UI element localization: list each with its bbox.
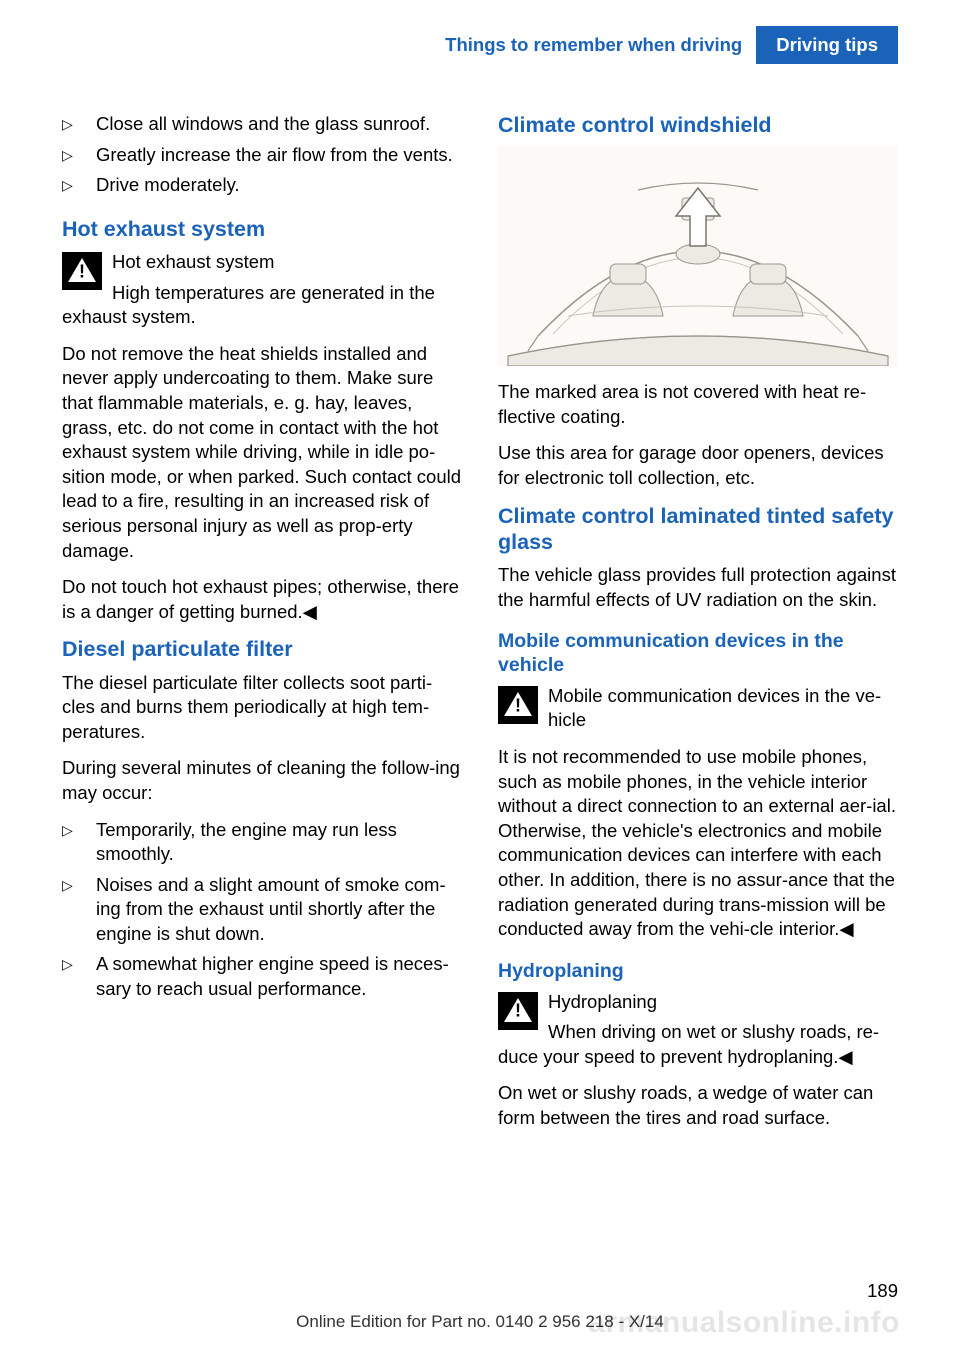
warning-hydroplaning: Hydroplaning When driving on wet or slus… <box>498 990 898 1076</box>
list-item-text: Close all windows and the glass sunroof. <box>96 112 430 137</box>
heading-hydroplaning: Hydroplaning <box>498 960 898 984</box>
heading-dpf: Diesel particulate filter <box>62 636 462 662</box>
header-chapter: Driving tips <box>756 26 898 64</box>
warning-title: Hot exhaust system <box>62 250 462 275</box>
bullet-icon: ▷ <box>62 818 96 840</box>
list-item-text: A somewhat higher engine speed is neces‐… <box>96 952 462 1001</box>
heading-hot-exhaust: Hot exhaust system <box>62 216 462 242</box>
right-column: Climate control windshield <box>498 112 898 1142</box>
warning-icon <box>62 252 102 290</box>
bullet-icon: ▷ <box>62 873 96 895</box>
list-item-text: Temporarily, the engine may run less smo… <box>96 818 462 867</box>
list-item-text: Drive moderately. <box>96 173 240 198</box>
list-item: ▷A somewhat higher engine speed is neces… <box>62 952 462 1001</box>
body-text: Use this area for garage door openers, d… <box>498 441 898 490</box>
bullet-icon: ▷ <box>62 143 96 165</box>
list-item: ▷Close all windows and the glass sunroof… <box>62 112 462 137</box>
bullet-icon: ▷ <box>62 952 96 974</box>
warning-title: Mobile communication devices in the ve‐h… <box>498 684 898 733</box>
content-columns: ▷Close all windows and the glass sunroof… <box>62 112 898 1142</box>
body-text: The marked area is not covered with heat… <box>498 380 898 429</box>
list-item: ▷Noises and a slight amount of smoke com… <box>62 873 462 947</box>
list-item-text: Noises and a slight amount of smoke com‐… <box>96 873 462 947</box>
warning-title: Hydroplaning <box>498 990 898 1015</box>
page-number: 189 <box>867 1280 898 1302</box>
heading-mobile: Mobile communication devices in the vehi… <box>498 630 898 678</box>
body-text: Do not touch hot exhaust pipes; otherwis… <box>62 575 462 624</box>
list-item: ▷Temporarily, the engine may run less sm… <box>62 818 462 867</box>
bullet-icon: ▷ <box>62 112 96 134</box>
warning-text: High temperatures are generated in the e… <box>62 281 462 330</box>
left-column: ▷Close all windows and the glass sunroof… <box>62 112 462 1142</box>
windshield-svg <box>498 146 898 366</box>
body-text: The vehicle glass provides full protecti… <box>498 563 898 612</box>
list-item: ▷Drive moderately. <box>62 173 462 198</box>
warning-mobile: Mobile communication devices in the ve‐h… <box>498 684 898 739</box>
body-text: Do not remove the heat shields installed… <box>62 342 462 563</box>
body-text: On wet or slushy roads, a wedge of water… <box>498 1081 898 1130</box>
warning-icon <box>498 992 538 1030</box>
warning-text: When driving on wet or slushy roads, re‐… <box>498 1020 898 1069</box>
list-item-text: Greatly increase the air flow from the v… <box>96 143 453 168</box>
body-text: The diesel particulate filter collects s… <box>62 671 462 745</box>
heading-cclg: Climate control laminated tinted safety … <box>498 503 898 555</box>
warning-icon <box>498 686 538 724</box>
intro-bullets: ▷Close all windows and the glass sunroof… <box>62 112 462 198</box>
body-text: It is not recommended to use mobile phon… <box>498 745 898 942</box>
heading-ccw: Climate control windshield <box>498 112 898 138</box>
windshield-figure <box>498 146 898 366</box>
page-header: Things to remember when driving Driving … <box>62 26 898 64</box>
header-section: Things to remember when driving <box>445 26 756 64</box>
dpf-bullets: ▷Temporarily, the engine may run less sm… <box>62 818 462 1002</box>
page: Things to remember when driving Driving … <box>0 0 960 1362</box>
list-item: ▷Greatly increase the air flow from the … <box>62 143 462 168</box>
warning-hot-exhaust: Hot exhaust system High temperatures are… <box>62 250 462 336</box>
body-text: During several minutes of cleaning the f… <box>62 756 462 805</box>
bullet-icon: ▷ <box>62 173 96 195</box>
footer-edition-line: Online Edition for Part no. 0140 2 956 2… <box>0 1312 960 1332</box>
